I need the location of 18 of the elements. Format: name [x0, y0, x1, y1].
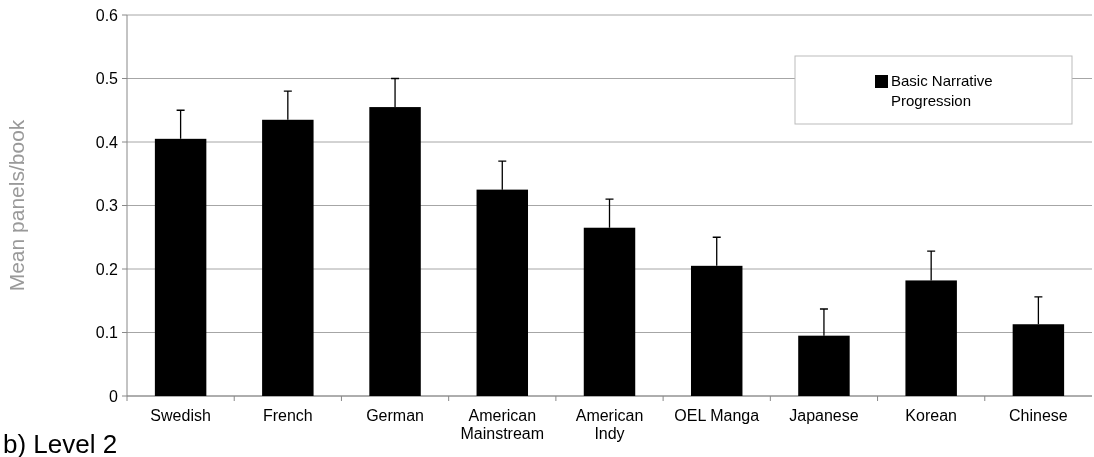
- y-tick-label: 0.2: [95, 260, 119, 278]
- y-tick-label: 0.1: [95, 324, 119, 342]
- y-tick-label: 0.6: [95, 6, 119, 24]
- x-tick-label: Japanese: [789, 407, 859, 424]
- x-tick-label: German: [366, 407, 424, 424]
- y-tick-label: 0.5: [95, 70, 119, 88]
- x-tick-label: French: [262, 407, 313, 424]
- legend-label: Basic Narrative Progression: [891, 72, 993, 109]
- y-axis-title: Mean panels/book: [5, 119, 28, 292]
- x-tick-label: Korean: [905, 407, 957, 424]
- y-tick-label: 0.3: [95, 197, 119, 215]
- y-tick-label: 0.4: [95, 133, 119, 151]
- x-tick-label: Chinese: [1009, 407, 1068, 424]
- x-tick-label: OEL Manga: [674, 407, 760, 424]
- x-tick-label: American Mainstream: [460, 407, 545, 442]
- y-tick-label: 0: [109, 387, 119, 405]
- x-tick-label: American Indy: [575, 407, 644, 442]
- x-tick-label: Swedish: [150, 407, 211, 424]
